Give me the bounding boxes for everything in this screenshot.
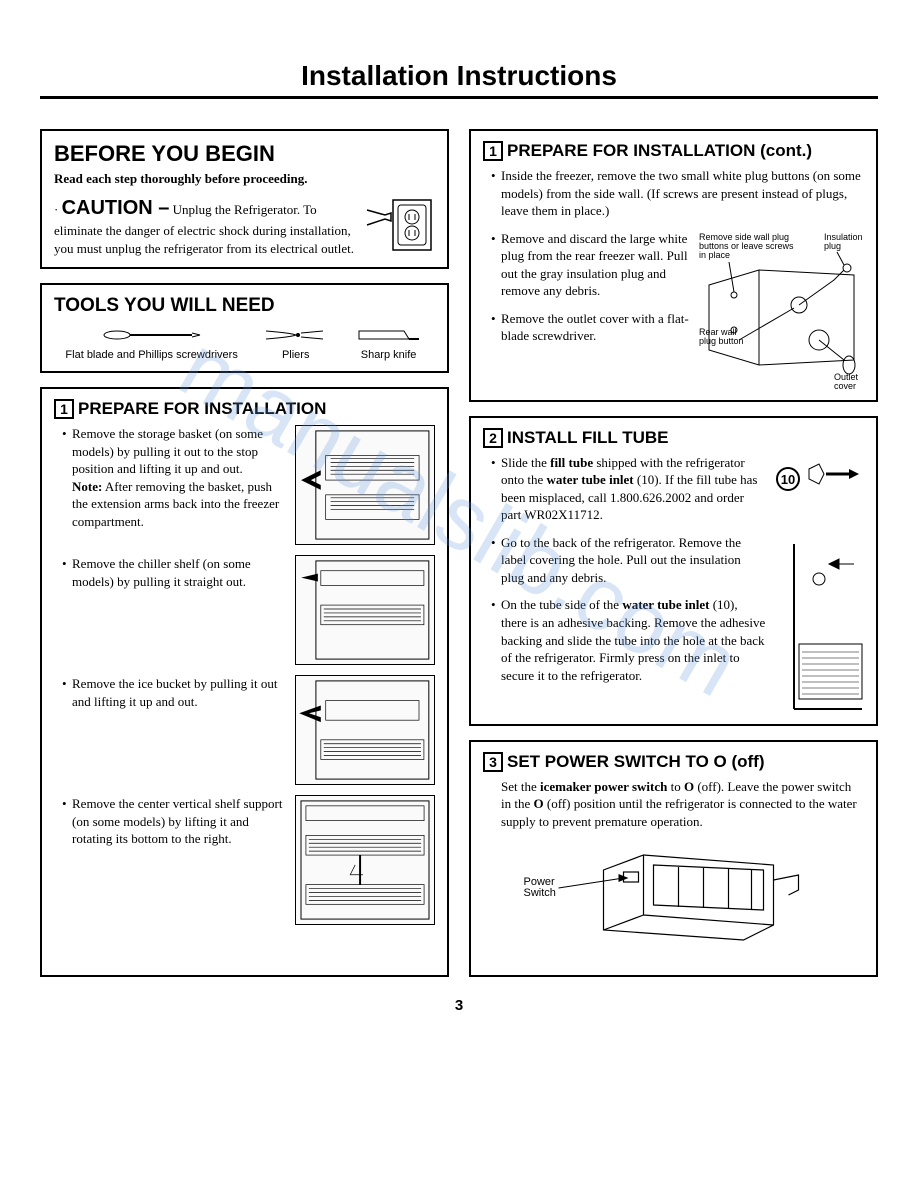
- fill-tube-icon: 10: [774, 454, 864, 504]
- label-top: Remove side wall plugbuttons or leave sc…: [699, 232, 794, 260]
- page-title: Installation Instructions: [40, 60, 878, 99]
- outlet-icon: [365, 195, 435, 255]
- step2-b3: On the tube side of the water tube inlet…: [491, 596, 766, 684]
- step1-b2: Remove the chiller shelf (on some models…: [72, 555, 287, 590]
- knife-icon: [354, 325, 424, 345]
- step1-box: 1 PREPARE FOR INSTALLATION Remove the st…: [40, 387, 449, 977]
- right-column: 1 PREPARE FOR INSTALLATION (cont.) Insid…: [469, 129, 878, 977]
- step1-b4: Remove the center vertical shelf support…: [72, 795, 287, 848]
- step1r-b2: Remove and discard the large white plug …: [491, 230, 691, 300]
- before-begin-box: BEFORE YOU BEGIN Read each step thorough…: [40, 129, 449, 269]
- support-diagram: [295, 795, 435, 925]
- label-outlet: Outletcover: [834, 372, 859, 390]
- label-insul: Insulationplug: [824, 232, 863, 251]
- left-column: BEFORE YOU BEGIN Read each step thorough…: [40, 129, 449, 977]
- tool-label: Flat blade and Phillips screwdrivers: [65, 349, 237, 361]
- caution-text: · CAUTION – Unplug the Refrigerator. To …: [54, 195, 355, 257]
- step1-cont-box: 1 PREPARE FOR INSTALLATION (cont.) Insid…: [469, 129, 878, 402]
- page-number: 3: [40, 997, 878, 1014]
- step2-b1: Slide the fill tube shipped with the ref…: [491, 454, 766, 524]
- power-switch-label: PowerSwitch: [524, 876, 556, 899]
- content-columns: BEFORE YOU BEGIN Read each step thorough…: [40, 129, 878, 977]
- step1-b1: Remove the storage basket (on some model…: [72, 426, 263, 476]
- step3-box: 3 SET POWER SWITCH TO O (off) Set the ic…: [469, 740, 878, 978]
- tools-box: TOOLS YOU WILL NEED Flat blade and Phill…: [40, 283, 449, 373]
- bucket-diagram: [295, 675, 435, 785]
- tools-title: TOOLS YOU WILL NEED: [54, 295, 435, 317]
- step1-b3: Remove the ice bucket by pulling it out …: [72, 675, 287, 710]
- note-label: Note:: [72, 479, 102, 494]
- step1r-b3: Remove the outlet cover with a flat-blad…: [491, 310, 691, 345]
- freezer-wall-diagram: Remove side wall plugbuttons or leave sc…: [699, 230, 864, 390]
- step-badge: 3: [483, 752, 503, 772]
- screwdriver-icon: [102, 325, 202, 345]
- basket-diagram: [295, 425, 435, 545]
- pliers-icon: [261, 325, 331, 345]
- step2-box: 2 INSTALL FILL TUBE Slide the fill tube …: [469, 416, 878, 726]
- tool-screwdriver: Flat blade and Phillips screwdrivers: [65, 325, 237, 361]
- step1-cont-title: PREPARE FOR INSTALLATION (cont.): [507, 141, 812, 161]
- tool-label: Sharp knife: [354, 349, 424, 361]
- step2-title: INSTALL FILL TUBE: [507, 428, 669, 448]
- step2-b2: Go to the back of the refrigerator. Remo…: [491, 534, 766, 587]
- tool-knife: Sharp knife: [354, 325, 424, 361]
- tool-label: Pliers: [261, 349, 331, 361]
- chiller-diagram: [295, 555, 435, 665]
- circle-10: 10: [781, 472, 795, 487]
- step1r-b1: Inside the freezer, remove the two small…: [491, 167, 864, 220]
- step-badge: 2: [483, 428, 503, 448]
- tool-pliers: Pliers: [261, 325, 331, 361]
- fridge-back-icon: [774, 534, 864, 714]
- step3-title: SET POWER SWITCH TO O (off): [507, 752, 765, 772]
- before-begin-title: BEFORE YOU BEGIN: [54, 141, 435, 167]
- caution-word: CAUTION –: [62, 197, 170, 219]
- step1-title: PREPARE FOR INSTALLATION: [78, 399, 326, 419]
- step-badge: 1: [483, 141, 503, 161]
- step1-b1-note: After removing the basket, push the exte…: [72, 479, 279, 529]
- step3-text: Set the icemaker power switch to O (off)…: [483, 778, 864, 831]
- icemaker-diagram: PowerSwitch: [483, 830, 864, 960]
- before-begin-subtitle: Read each step thoroughly before proceed…: [54, 171, 435, 187]
- step-badge: 1: [54, 399, 74, 419]
